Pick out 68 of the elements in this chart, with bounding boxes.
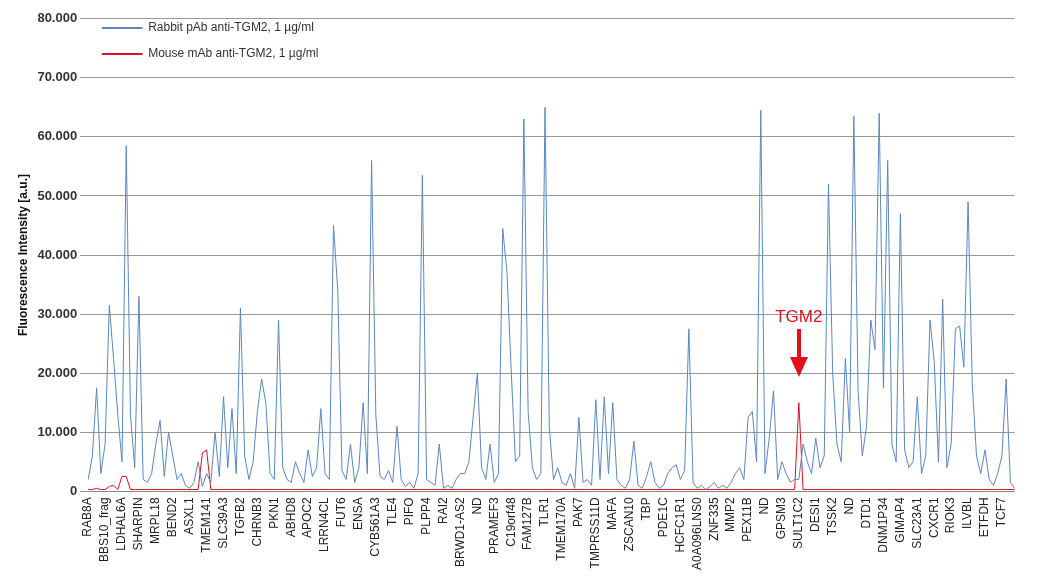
x-tick-label: PAK7 (571, 496, 586, 528)
x-tick-label: TBP (638, 497, 653, 521)
x-tick-label: GPSM3 (774, 496, 789, 540)
x-tick-label: SLC23A1 (909, 496, 924, 549)
x-tick-label: ZNF335 (706, 496, 721, 541)
x-tick-label: TSSK2 (825, 496, 840, 536)
x-tick-label: ZSCAN10 (621, 496, 636, 552)
x-tick-label: ND (757, 496, 772, 515)
x-tick-label: MMP2 (723, 496, 738, 532)
x-tick-label: TMPRSS11D (588, 496, 603, 569)
y-tick-label: 60.000 (37, 128, 78, 144)
y-tick-label: 80.000 (37, 10, 78, 26)
x-tick-label: APOC2 (300, 496, 315, 538)
x-tick-label: TMEM170A (554, 497, 569, 561)
x-tick-label: SHARPIN (131, 497, 146, 551)
y-tick-label: 50.000 (37, 187, 78, 203)
y-tick-label: 30.000 (37, 305, 78, 321)
x-tick-label: PRAMEF3 (486, 496, 501, 554)
legend-label: Mouse mAb anti-TGM2, 1 µg/ml (148, 46, 319, 61)
x-tick-label: LRRN4CL (317, 496, 332, 552)
x-tick-label: BBS10_frag (97, 497, 112, 562)
x-tick-label: TMEM141 (198, 496, 213, 553)
x-tick-label: ILVBL (960, 496, 975, 530)
y-axis-title: Fluorescence Intensity [a.u.] (15, 174, 30, 337)
x-tick-label: HCFC1R1 (672, 496, 687, 553)
y-tick-label: 10.000 (37, 423, 78, 439)
x-tick-label: ABHD8 (283, 496, 298, 538)
x-tick-label: ND (469, 496, 484, 515)
x-tick-label: BRWD1-AS2 (452, 496, 467, 568)
x-tick-label: ENSA (351, 497, 366, 530)
x-tick-label: ETFDH (977, 497, 992, 538)
x-tick-label: CYB561A3 (368, 496, 383, 557)
x-tick-label: CHRNB3 (249, 496, 264, 547)
y-tick-label: 70.000 (37, 69, 78, 85)
x-tick-label: FAM127B (520, 497, 535, 550)
y-tick-label: 20.000 (37, 364, 78, 380)
x-tick-label: GIMAP4 (892, 496, 907, 543)
x-tick-label: ND (841, 496, 856, 515)
x-tick-label: TGFB2 (232, 496, 247, 536)
y-tick-label: 0 (69, 482, 78, 498)
annotation: TGM2 (774, 306, 824, 327)
x-tick-label: SLC39A3 (215, 496, 230, 549)
x-tick-label: MAFA (605, 497, 620, 530)
x-tick-label: ASXL1 (182, 496, 196, 535)
x-tick-label: PDE1C (655, 496, 670, 538)
x-tick-label: C19orf48 (503, 496, 518, 547)
x-tick-label: SULT1C2 (791, 496, 806, 550)
x-tick-label: DNM1P34 (875, 496, 890, 553)
x-tick-label: PEX11B (740, 497, 755, 542)
x-tick-label: TLE4 (385, 496, 400, 526)
x-tick-label: DTD1 (858, 496, 873, 529)
x-tick-label: MRPL18 (148, 496, 163, 544)
x-tick-label: TLR1 (537, 496, 552, 527)
x-tick-label: BEND2 (165, 496, 180, 538)
x-tick-label: LDHAL6A (114, 497, 129, 551)
x-tick-label: RAI2 (435, 496, 450, 524)
x-tick-label: A0A096LNS0 (689, 496, 704, 571)
legend-label: Rabbit pAb anti-TGM2, 1 µg/ml (148, 20, 314, 35)
x-tick-label: CXCR1 (926, 496, 941, 538)
x-tick-label: PKN1 (266, 496, 281, 529)
x-tick-label: RAB8A (80, 497, 95, 537)
x-tick-label: PIFO (401, 497, 416, 526)
y-tick-label: 40.000 (37, 246, 78, 262)
x-tick-label: RIOK3 (943, 496, 958, 534)
x-tick-label: FUT6 (334, 496, 349, 528)
x-tick-label: DESI1 (808, 496, 823, 532)
x-tick-label: TCF7 (994, 496, 1009, 528)
x-tick-label: PLPP4 (418, 496, 433, 535)
